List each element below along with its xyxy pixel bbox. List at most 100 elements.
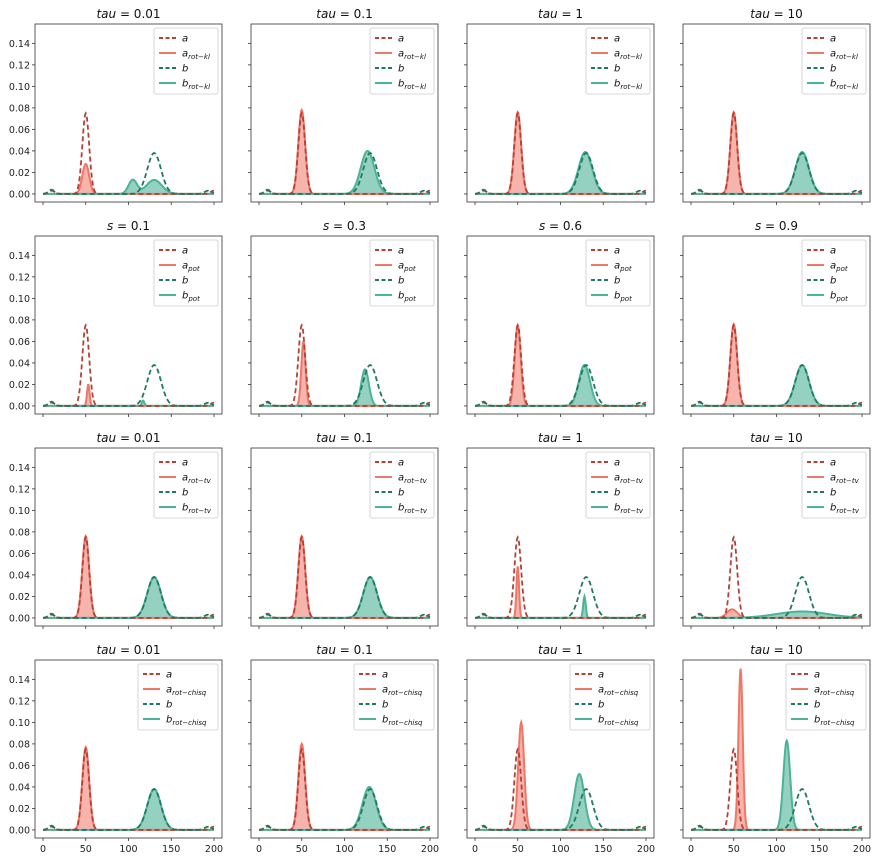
a-source-line (42, 111, 215, 195)
y-tick-label: 0.10 (9, 82, 30, 93)
title-variable: tau (538, 7, 558, 21)
legend-box (801, 451, 867, 519)
legend-symbol: a (382, 670, 388, 681)
y-tick-label: 0.04 (9, 782, 30, 793)
legend-symbol: a (398, 261, 404, 272)
legend-symbol: b (398, 79, 404, 90)
legend-symbol: a (182, 34, 188, 45)
legend-label-a: a (830, 246, 836, 257)
a-source-line (42, 323, 215, 407)
title-variable: s (107, 219, 113, 233)
b-source-line (690, 364, 863, 407)
b-fit-line (691, 610, 863, 619)
b-fit-area (691, 151, 862, 194)
a-fit-area (43, 536, 214, 618)
legend-label-b: b (182, 488, 188, 499)
legend-label-b: b (182, 276, 188, 287)
subplot-title: tau = 1 (538, 7, 583, 21)
legend-subscript: rot−kl (836, 53, 858, 61)
title-variable: tau (538, 431, 558, 445)
b-fit-line (43, 178, 214, 195)
legend-label-b: b (382, 700, 388, 711)
x-tick-label: 0 (472, 844, 478, 855)
legend-symbol: a (382, 685, 388, 696)
legend-label-a-fit: arot−kl (830, 49, 858, 62)
legend-label-a-fit: apot (830, 261, 848, 274)
title-value: = 0.3 (329, 219, 366, 233)
b-source-line (690, 576, 863, 619)
legend-symbol: b (814, 700, 820, 711)
legend-label-a-fit: apot (614, 261, 632, 274)
legend-symbol: b (182, 276, 188, 287)
legend-label-a: a (398, 246, 404, 257)
y-tick-label: 0.02 (9, 804, 30, 815)
y-tick-label: 0.10 (9, 718, 30, 729)
y-tick-label: 0.06 (9, 761, 30, 772)
y-tick-label: 0.10 (9, 506, 30, 517)
b-fit-line (259, 576, 430, 619)
title-variable: s (539, 219, 545, 233)
x-tick-label: 50 (728, 844, 740, 855)
legend-box (801, 239, 867, 307)
subplot-title: tau = 0.01 (96, 431, 160, 445)
legend-subscript: rot−tv (620, 507, 644, 515)
y-tick-label: 0.00 (9, 613, 30, 624)
legend-label-a: a (830, 34, 836, 45)
legend-label-a-fit: apot (182, 261, 200, 274)
b-source-line (42, 788, 215, 831)
y-tick-label: 0.06 (9, 125, 30, 136)
legend-label-a: a (382, 670, 388, 681)
legend-label-b: b (398, 488, 404, 499)
legend-box (585, 27, 651, 95)
b-source-line (258, 576, 431, 619)
legend-label-b-fit: brot−tv (398, 503, 428, 516)
title-value: = 0.01 (116, 643, 160, 657)
legend-label-b: b (166, 700, 172, 711)
legend-label-b: b (614, 64, 620, 75)
subplot-title: tau = 0.1 (316, 7, 372, 21)
legend-label-b-fit: bpot (398, 291, 416, 304)
legend-symbol: a (598, 685, 604, 696)
a-source-line (258, 535, 431, 619)
legend-label-a-fit: arot−chisq (166, 685, 207, 698)
b-source-line (474, 788, 647, 831)
legend-symbol: b (614, 503, 620, 514)
x-tick-label: 100 (551, 844, 569, 855)
legend-label-a-fit: arot−tv (830, 473, 860, 486)
legend-label-b-fit: brot−kl (398, 79, 426, 92)
title-value: = 10 (770, 431, 803, 445)
b-fit-line (475, 592, 646, 619)
title-variable: tau (96, 7, 116, 21)
a-source-line (474, 111, 647, 195)
legend-symbol: b (398, 503, 404, 514)
a-fit-area (43, 163, 214, 194)
legend-symbol: b (614, 64, 620, 75)
a-fit-area (691, 609, 862, 618)
legend-symbol: a (814, 670, 820, 681)
legend-label-b-fit: bpot (614, 291, 632, 304)
legend-subscript: rot−kl (188, 53, 210, 61)
b-fit-line (475, 151, 646, 195)
x-tick-label: 200 (205, 844, 223, 855)
b-fit-line (259, 149, 430, 195)
a-fit-line (43, 383, 214, 407)
subplot-title: tau = 1 (538, 431, 583, 445)
legend-label-a: a (614, 34, 620, 45)
legend-label-b: b (830, 64, 836, 75)
y-tick-label: 0.04 (9, 570, 30, 581)
legend-label-b-fit: brot−chisq (166, 715, 207, 728)
x-tick-label: 0 (688, 844, 694, 855)
subplot-title: s = 0.9 (755, 219, 798, 233)
title-value: = 1 (558, 7, 583, 21)
title-variable: tau (316, 7, 336, 21)
subplot-r4-c2: tau = 0.10 50 100 150 200aarot−chisqbbrot−ch… (248, 643, 439, 855)
legend-subscript: rot−chisq (820, 689, 855, 697)
a-fit-area (691, 324, 862, 406)
